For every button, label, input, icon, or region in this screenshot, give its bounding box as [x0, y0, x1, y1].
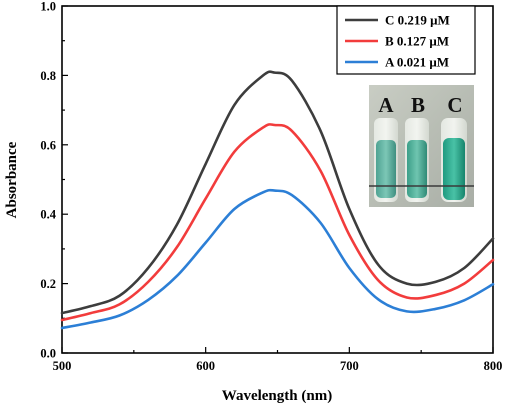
x-axis-title: Wavelength (nm) [222, 388, 332, 404]
x-tick-label: 500 [53, 359, 72, 373]
legend-label: A 0.021 μM [385, 55, 449, 70]
y-tick-label: 0.4 [40, 208, 56, 222]
x-tick-label: 800 [484, 359, 503, 373]
y-tick-label: 0.2 [40, 277, 56, 291]
series-line-b [60, 123, 495, 322]
y-tick-label: 0.6 [40, 138, 56, 152]
series-line-c [60, 70, 495, 315]
series-lines [60, 70, 495, 330]
vial-a [374, 118, 398, 202]
x-tick-label: 700 [340, 359, 359, 373]
legend: C 0.219 μM B 0.127 μM A 0.021 μM [336, 5, 476, 75]
y-axis-title: Absorbance [4, 141, 20, 218]
series-line-a [60, 188, 495, 330]
y-tick-label: 1.0 [40, 0, 56, 14]
vial-c [441, 118, 467, 202]
y-tick-label: 0.8 [40, 69, 56, 83]
x-axis-ticks: 500 600 700 800 [53, 347, 503, 373]
vial-label-b: B [411, 93, 425, 117]
legend-label: C 0.219 μM [385, 13, 450, 28]
x-tick-label: 600 [196, 359, 215, 373]
vials-photo: A B C [369, 85, 474, 207]
y-tick-label: 0.0 [40, 347, 56, 361]
legend-label: B 0.127 μM [385, 34, 449, 49]
vial-b [405, 118, 429, 202]
vial-label-a: A [378, 93, 394, 117]
y-axis-ticks: 0.0 0.2 0.4 0.6 0.8 1.0 [40, 0, 68, 361]
vial-label-c: C [447, 93, 462, 117]
